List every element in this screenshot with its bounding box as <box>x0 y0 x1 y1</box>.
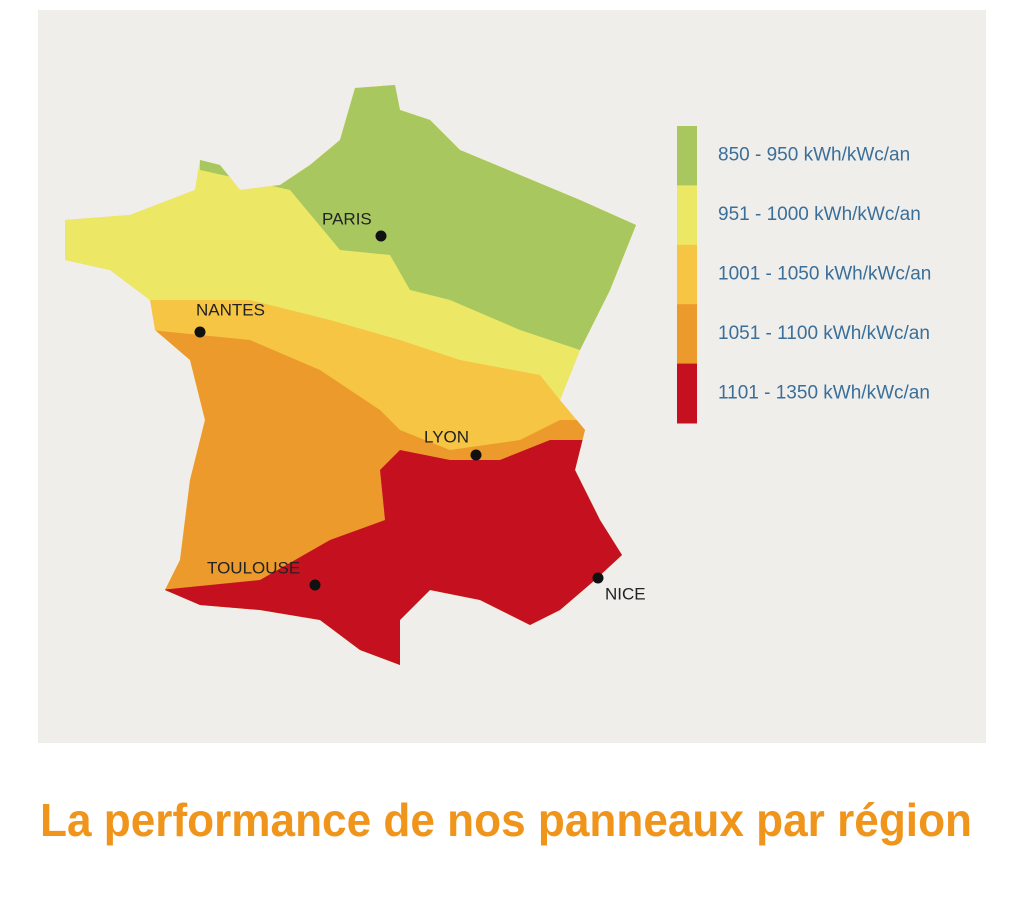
city-label: TOULOUSE <box>207 558 300 577</box>
legend-swatch <box>677 185 697 246</box>
city-dot <box>375 230 387 242</box>
legend-label: 951 - 1000 kWh/kWc/an <box>718 204 921 225</box>
legend-label: 1001 - 1050 kWh/kWc/an <box>718 264 931 285</box>
legend-label: 1101 - 1350 kWh/kWc/an <box>718 382 930 403</box>
city-label: NICE <box>605 584 646 603</box>
city-dot <box>470 449 482 461</box>
caption: La performance de nos panneaux par régio… <box>40 794 972 846</box>
legend-swatch <box>677 244 697 305</box>
legend-label: 1051 - 1100 kWh/kWc/an <box>718 323 930 344</box>
city-dot <box>592 572 604 584</box>
legend: 850 - 950 kWh/kWc/an 951 - 1000 kWh/kWc/a… <box>677 126 931 424</box>
city-dot <box>309 579 321 591</box>
city-dot <box>194 326 206 338</box>
cities: PARIS NANTES LYON TOULOUSE NICE <box>194 209 646 603</box>
city-label: LYON <box>424 427 469 446</box>
city-label: PARIS <box>322 209 372 228</box>
legend-label: 850 - 950 kWh/kWc/an <box>718 145 910 166</box>
city-label: NANTES <box>196 300 265 319</box>
legend-swatch <box>677 126 697 186</box>
legend-swatch <box>677 304 697 365</box>
legend-swatch <box>677 363 697 424</box>
